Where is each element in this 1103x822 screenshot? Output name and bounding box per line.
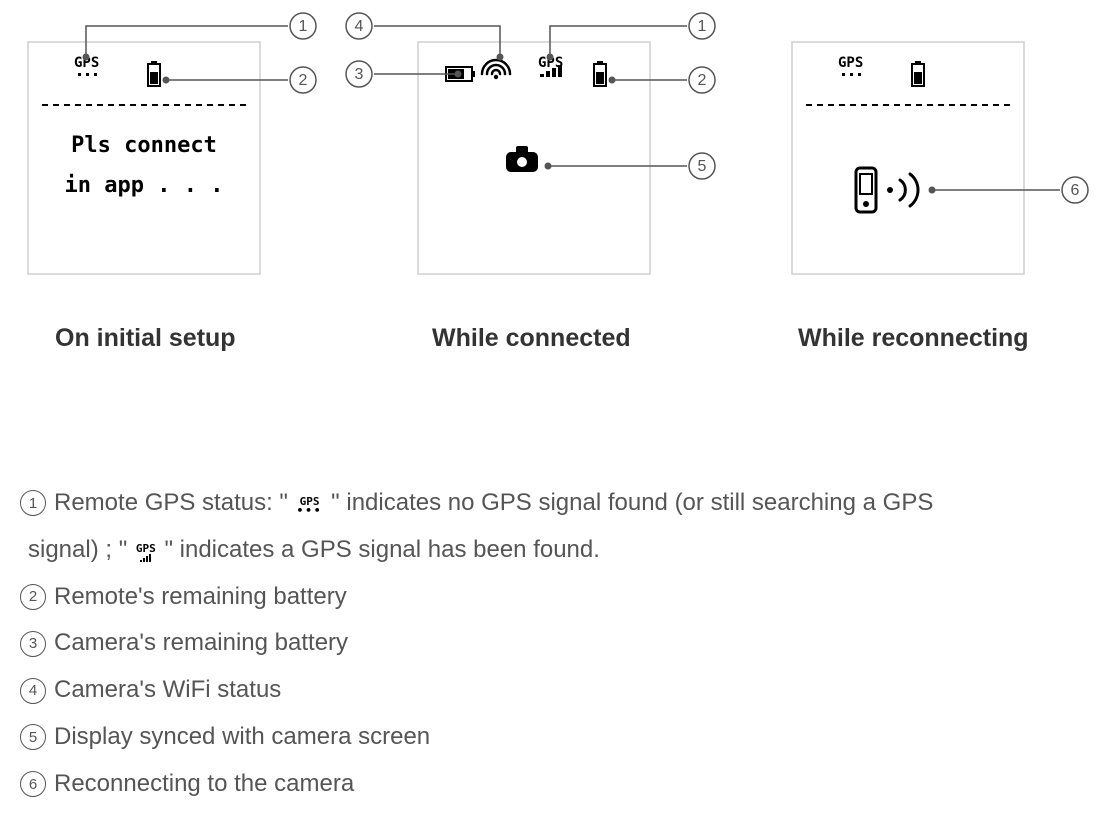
legend-item-3: 3 Camera's remaining battery bbox=[20, 620, 933, 667]
legend-item-5: 5 Display synced with camera screen bbox=[20, 714, 933, 761]
svg-text:6: 6 bbox=[1071, 182, 1080, 199]
legend-item-1-cont: signal) ; " GPS " indicates a GPS signal… bbox=[20, 527, 933, 574]
legend-num-2: 2 bbox=[20, 584, 46, 610]
diagram-canvas: GPSPls connectin app . . .12GPS43125GPS6 bbox=[0, 0, 1103, 430]
svg-text:4: 4 bbox=[355, 18, 364, 35]
svg-text:1: 1 bbox=[299, 18, 308, 35]
legend-4-text: Camera's WiFi status bbox=[54, 667, 281, 714]
svg-text:5: 5 bbox=[698, 158, 707, 175]
gps-dots-icon: GPS••• bbox=[297, 496, 323, 515]
legend-num-5: 5 bbox=[20, 724, 46, 750]
svg-text:Pls connect: Pls connect bbox=[71, 133, 217, 158]
legend-1-cont: signal) ; " bbox=[28, 536, 127, 563]
legend-num-3: 3 bbox=[20, 631, 46, 657]
legend-6-text: Reconnecting to the camera bbox=[54, 761, 354, 808]
svg-text:2: 2 bbox=[698, 72, 707, 89]
legend-item-1: 1 Remote GPS status: " GPS••• " indicate… bbox=[20, 480, 933, 527]
caption-connected: While connected bbox=[432, 324, 631, 353]
svg-text:in app . . .: in app . . . bbox=[65, 173, 224, 198]
caption-reconnecting: While reconnecting bbox=[798, 324, 1029, 353]
legend-num-6: 6 bbox=[20, 771, 46, 797]
legend-num-4: 4 bbox=[20, 678, 46, 704]
legend-item-2: 2 Remote's remaining battery bbox=[20, 574, 933, 621]
legend-1-mid: " indicates no GPS signal found (or stil… bbox=[331, 489, 933, 516]
legend-item-4: 4 Camera's WiFi status bbox=[20, 667, 933, 714]
legend-1-pre: Remote GPS status: " bbox=[54, 489, 288, 516]
legend-2-text: Remote's remaining battery bbox=[54, 574, 347, 621]
gps-bars-icon: GPS bbox=[136, 543, 156, 562]
svg-text:3: 3 bbox=[355, 66, 364, 83]
legend-1-post: " indicates a GPS signal has been found. bbox=[164, 536, 599, 563]
legend-3-text: Camera's remaining battery bbox=[54, 620, 348, 667]
legend-5-text: Display synced with camera screen bbox=[54, 714, 430, 761]
svg-text:GPS: GPS bbox=[838, 55, 863, 71]
svg-text:2: 2 bbox=[299, 72, 308, 89]
legend-list: 1 Remote GPS status: " GPS••• " indicate… bbox=[20, 480, 933, 808]
legend-num-1: 1 bbox=[20, 490, 46, 516]
legend-item-6: 6 Reconnecting to the camera bbox=[20, 761, 933, 808]
caption-initial: On initial setup bbox=[55, 324, 236, 353]
svg-text:1: 1 bbox=[698, 18, 707, 35]
